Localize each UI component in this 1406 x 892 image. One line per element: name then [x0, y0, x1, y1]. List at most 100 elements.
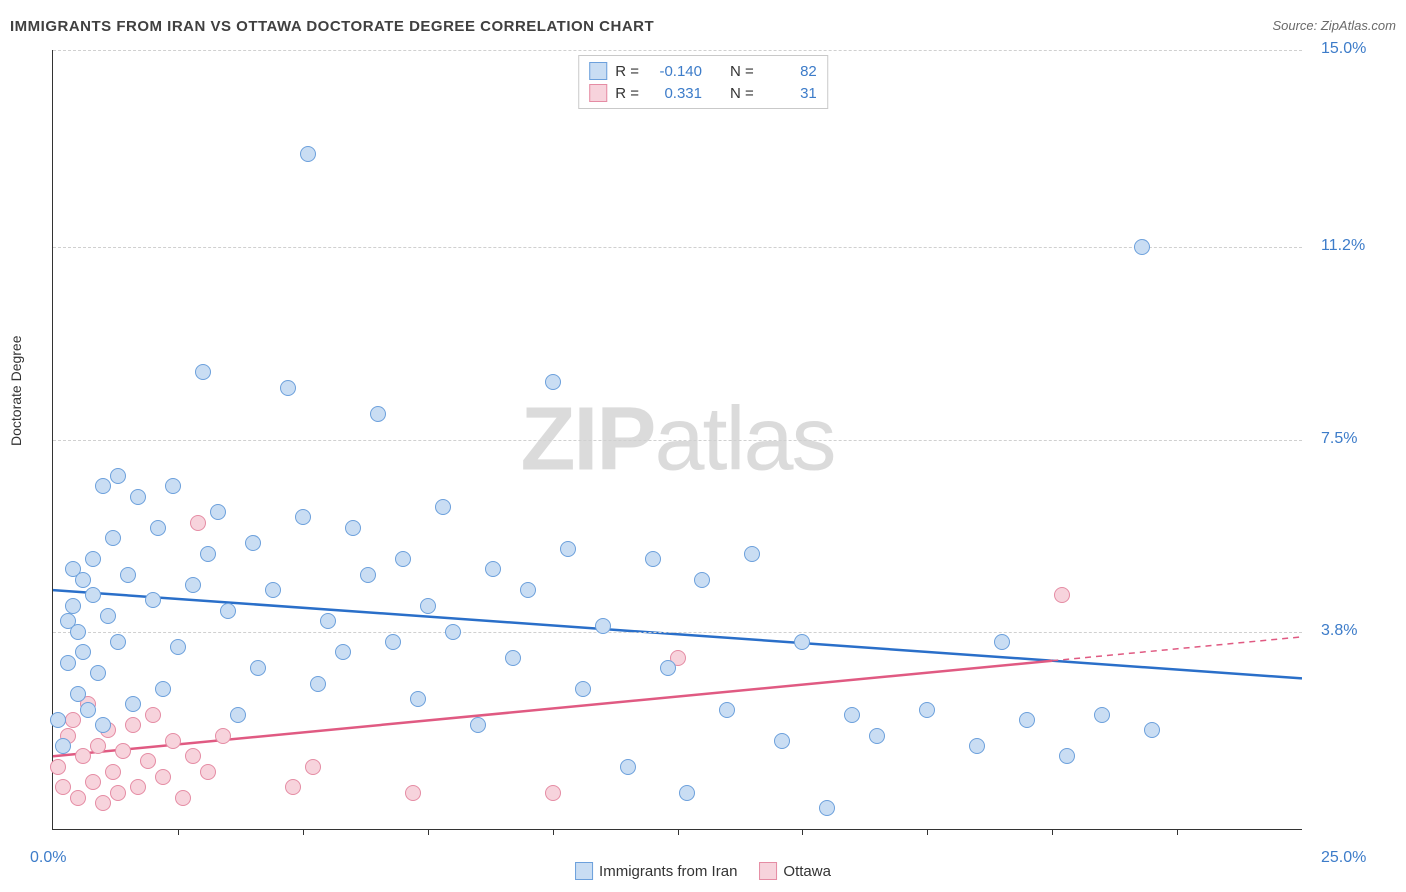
scatter-point [335, 644, 351, 660]
scatter-point [320, 613, 336, 629]
x-tick [1177, 829, 1178, 835]
scatter-point [774, 733, 790, 749]
scatter-point [105, 530, 121, 546]
gridline [53, 50, 1302, 51]
plot-area: ZIPatlas [52, 50, 1302, 830]
legend-swatch [575, 862, 593, 880]
scatter-point [485, 561, 501, 577]
scatter-point [660, 660, 676, 676]
gridline [53, 632, 1302, 633]
scatter-point [130, 779, 146, 795]
scatter-point [105, 764, 121, 780]
scatter-point [1054, 587, 1070, 603]
source-citation: Source: ZipAtlas.com [1272, 18, 1396, 33]
scatter-point [145, 592, 161, 608]
scatter-point [1144, 722, 1160, 738]
scatter-point [100, 608, 116, 624]
x-tick [1052, 829, 1053, 835]
scatter-point [445, 624, 461, 640]
scatter-point [150, 520, 166, 536]
scatter-point [75, 572, 91, 588]
scatter-point [125, 717, 141, 733]
scatter-point [185, 748, 201, 764]
trend-line [53, 661, 1052, 757]
scatter-point [220, 603, 236, 619]
scatter-point [265, 582, 281, 598]
series-legend-item: Immigrants from Iran [575, 862, 737, 880]
chart-container: IMMIGRANTS FROM IRAN VS OTTAWA DOCTORATE… [0, 0, 1406, 892]
scatter-point [230, 707, 246, 723]
legend-swatch [589, 84, 607, 102]
scatter-point [140, 753, 156, 769]
scatter-point [95, 717, 111, 733]
scatter-point [410, 691, 426, 707]
scatter-point [95, 795, 111, 811]
x-tick [303, 829, 304, 835]
scatter-point [110, 468, 126, 484]
scatter-point [110, 785, 126, 801]
scatter-point [794, 634, 810, 650]
scatter-point [90, 738, 106, 754]
scatter-point [85, 587, 101, 603]
scatter-point [620, 759, 636, 775]
r-label: R = [615, 85, 639, 102]
scatter-point [125, 696, 141, 712]
scatter-point [165, 478, 181, 494]
x-max-label: 25.0% [1321, 849, 1366, 867]
scatter-point [80, 702, 96, 718]
r-value: 0.331 [647, 85, 702, 102]
scatter-point [545, 785, 561, 801]
scatter-point [85, 551, 101, 567]
x-tick [428, 829, 429, 835]
scatter-point [869, 728, 885, 744]
scatter-point [130, 489, 146, 505]
scatter-point [50, 759, 66, 775]
scatter-point [190, 515, 206, 531]
scatter-point [85, 774, 101, 790]
n-label: N = [730, 85, 754, 102]
scatter-point [210, 504, 226, 520]
scatter-point [185, 577, 201, 593]
scatter-point [969, 738, 985, 754]
scatter-point [165, 733, 181, 749]
scatter-point [155, 769, 171, 785]
scatter-point [405, 785, 421, 801]
x-min-label: 0.0% [30, 849, 66, 867]
series-legend-label: Ottawa [783, 863, 831, 880]
scatter-point [994, 634, 1010, 650]
scatter-point [50, 712, 66, 728]
y-tick-label: 11.2% [1321, 237, 1365, 255]
scatter-point [919, 702, 935, 718]
scatter-point [55, 738, 71, 754]
scatter-point [75, 644, 91, 660]
y-axis-label: Doctorate Degree [8, 335, 24, 446]
scatter-point [520, 582, 536, 598]
series-legend: Immigrants from Iran Ottawa [575, 862, 831, 880]
scatter-point [155, 681, 171, 697]
scatter-point [250, 660, 266, 676]
legend-swatch [589, 62, 607, 80]
x-tick [802, 829, 803, 835]
stats-legend-row: R =-0.140N =82 [589, 60, 817, 82]
scatter-point [1094, 707, 1110, 723]
scatter-point [1019, 712, 1035, 728]
scatter-point [245, 535, 261, 551]
scatter-point [505, 650, 521, 666]
source-name: ZipAtlas.com [1321, 18, 1396, 33]
scatter-point [70, 790, 86, 806]
gridline [53, 247, 1302, 248]
scatter-point [744, 546, 760, 562]
r-label: R = [615, 63, 639, 80]
scatter-point [65, 712, 81, 728]
stats-legend-row: R =0.331N =31 [589, 82, 817, 104]
scatter-point [280, 380, 296, 396]
scatter-point [370, 406, 386, 422]
scatter-point [145, 707, 161, 723]
scatter-point [420, 598, 436, 614]
scatter-point [70, 624, 86, 640]
scatter-point [595, 618, 611, 634]
scatter-point [310, 676, 326, 692]
scatter-point [1134, 239, 1150, 255]
series-legend-item: Ottawa [759, 862, 831, 880]
n-value: 82 [762, 63, 817, 80]
